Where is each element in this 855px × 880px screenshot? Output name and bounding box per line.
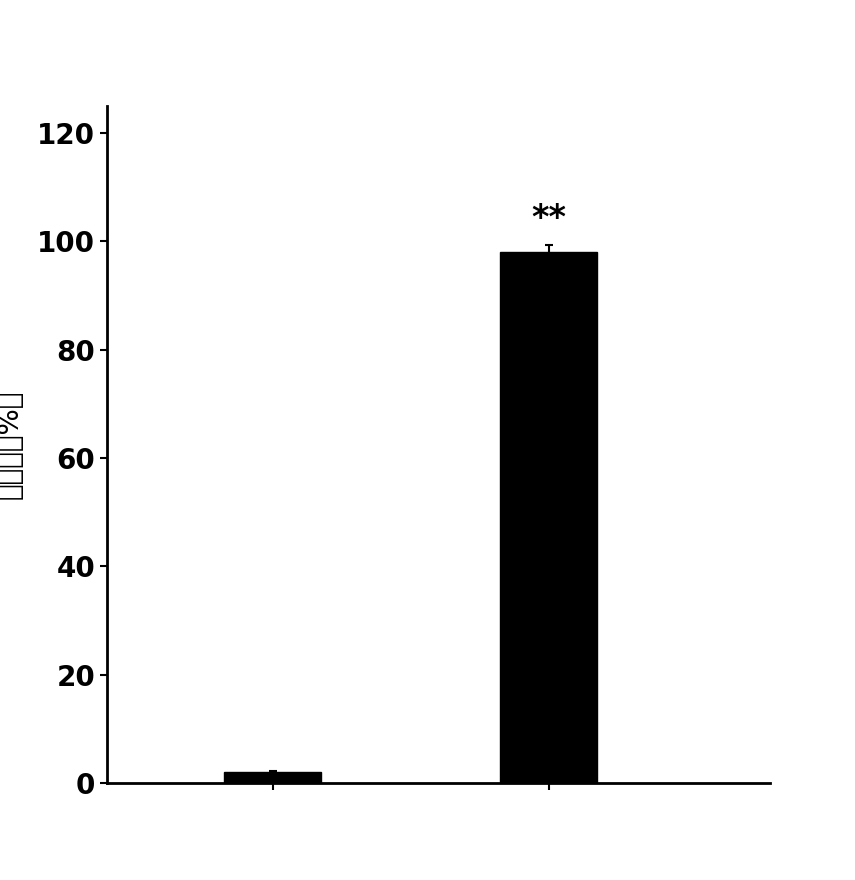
- Text: **: **: [531, 202, 566, 235]
- Y-axis label: 恢复率（%）: 恢复率（%）: [0, 390, 23, 499]
- Bar: [500, 252, 597, 783]
- Bar: [224, 773, 321, 783]
